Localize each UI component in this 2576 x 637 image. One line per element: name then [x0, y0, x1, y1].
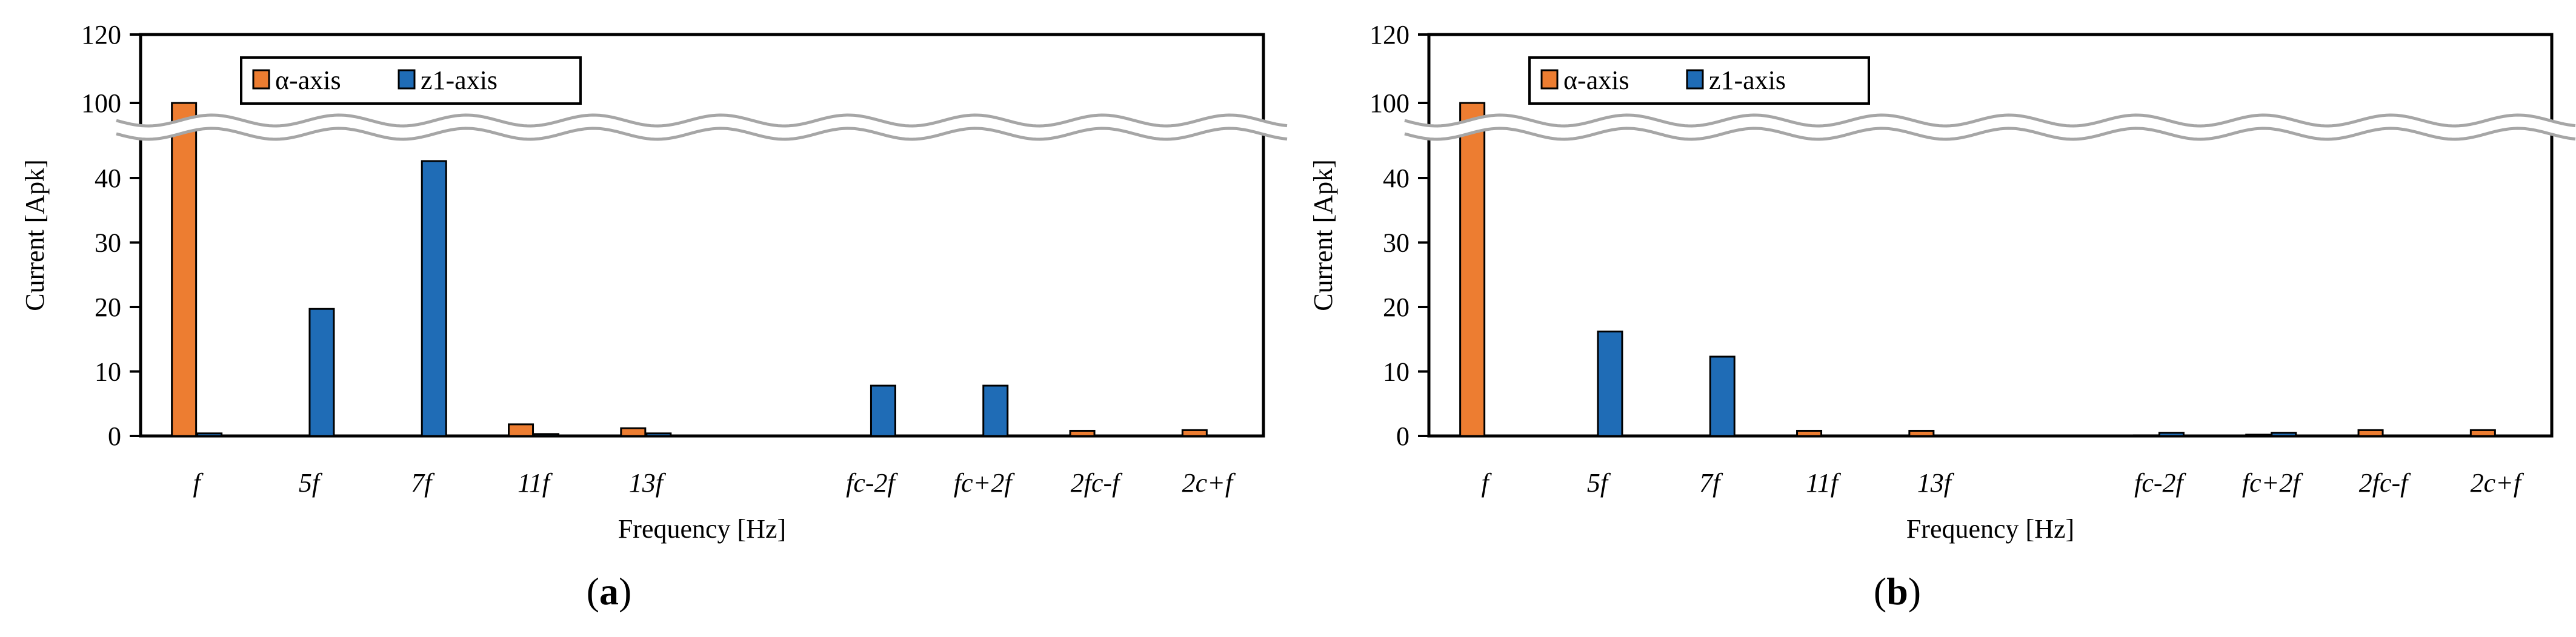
- y-tick-label: 10: [1383, 357, 1409, 387]
- x-tick-label: 13f: [1917, 468, 1955, 498]
- y-tick-label: 40: [95, 163, 121, 193]
- axis-break-band: [1405, 115, 2576, 139]
- y-tick-label: 40: [1383, 163, 1409, 193]
- bar-alpha-axis: [1069, 429, 1096, 437]
- bar-z1-axis: [2271, 432, 2297, 437]
- bar-z1-axis: [870, 385, 896, 437]
- y-tick-label: 30: [95, 228, 121, 258]
- bar-alpha-axis: [1459, 102, 1486, 437]
- chart-svg-a: 0 10 20 30 40 100 120 Current [Apk] f 5f 7f 11f 13f f…: [20, 20, 1288, 544]
- caption-a: (a): [586, 570, 632, 613]
- x-tick-label: fc+2f: [2242, 468, 2303, 498]
- x-tick-label: 5f: [1587, 468, 1611, 498]
- bar-alpha-axis: [2132, 434, 2159, 437]
- bar-alpha-axis: [508, 423, 534, 437]
- chart-panel-b: 0 10 20 30 40 100 120 Current [Apk] f 5f 7f 11f 13f f…: [1288, 0, 2576, 637]
- x-tick-label: f: [1482, 468, 1493, 498]
- legend-label-alpha: α-axis: [275, 65, 341, 95]
- y-tick-label: 20: [95, 292, 121, 322]
- legend-label-z1: z1-axis: [1709, 65, 1786, 95]
- chart-svg-b: 0 10 20 30 40 100 120 Current [Apk] f 5f 7f 11f 13f f…: [1308, 20, 2576, 544]
- bar-alpha-axis: [171, 102, 198, 437]
- y-tick-label: 120: [1370, 20, 1409, 50]
- y-tick-label: 100: [1370, 88, 1409, 118]
- y-tick-label: 10: [95, 357, 121, 387]
- bar-z1-axis: [982, 385, 1009, 437]
- caption-b: (b): [1873, 570, 1922, 613]
- x-tick-label: 5f: [299, 468, 323, 498]
- bar-alpha-axis: [2245, 434, 2272, 437]
- x-tick-label: 7f: [1699, 468, 1723, 498]
- legend: α-axis z1-axis: [1528, 56, 1870, 105]
- bar-alpha-axis: [1908, 429, 1935, 437]
- x-tick-label: 11f: [1806, 468, 1842, 498]
- y-tick-label: 20: [1383, 292, 1409, 322]
- x-tick-label: 2fc-f: [2359, 468, 2411, 498]
- y-tick-label: 120: [81, 20, 121, 50]
- bar-z1-axis: [533, 433, 560, 437]
- bar-z1-axis: [645, 432, 672, 437]
- y-axis-label: Current [Apk]: [20, 159, 50, 311]
- legend-swatch-alpha: [1540, 69, 1559, 90]
- y-tick-label: 30: [1383, 228, 1409, 258]
- x-tick-label: f: [193, 468, 204, 498]
- legend-swatch-z1: [1686, 69, 1704, 90]
- y-tick-label: 100: [81, 88, 121, 118]
- chart-panel-a: 0 10 20 30 40 100 120 Current [Apk] f 5f 7f 11f 13f f…: [20, 20, 1288, 613]
- bar-z1-axis: [1597, 330, 1623, 437]
- legend-swatch-z1: [398, 69, 416, 90]
- axis-break-line-lower: [116, 127, 1288, 141]
- x-tick-label: fc-2f: [846, 468, 898, 498]
- legend: α-axis z1-axis: [240, 56, 582, 105]
- plot-frame: [1427, 33, 2554, 438]
- legend-label-alpha: α-axis: [1563, 65, 1629, 95]
- y-tick-label: 0: [1396, 421, 1409, 451]
- y-tick-label: 0: [108, 421, 121, 451]
- x-tick-label: 2c+f: [2471, 468, 2524, 498]
- axis-break-line-upper: [1404, 113, 2576, 128]
- legend-label-z1: z1-axis: [421, 65, 498, 95]
- bar-z1-axis: [1709, 355, 1736, 437]
- bar-z1-axis: [308, 308, 335, 437]
- x-axis-label: Frequency [Hz]: [1906, 514, 2074, 544]
- x-tick-label: 7f: [411, 468, 435, 498]
- bar-alpha-axis: [1181, 429, 1208, 437]
- x-tick-label: 2fc-f: [1071, 468, 1123, 498]
- bar-z1-axis: [2158, 432, 2185, 437]
- axis-break-band: [116, 115, 1288, 139]
- x-tick-label: fc-2f: [2134, 468, 2186, 498]
- x-tick-label: 13f: [629, 468, 667, 498]
- bar-z1-axis: [196, 432, 223, 437]
- bar-alpha-axis: [620, 427, 647, 437]
- x-tick-label: 11f: [518, 468, 553, 498]
- axis-break-line-lower: [1404, 127, 2576, 141]
- bar-alpha-axis: [2357, 429, 2384, 437]
- bar-alpha-axis: [1796, 429, 1823, 437]
- axis-break-line-upper: [116, 113, 1288, 128]
- y-axis-label: Current [Apk]: [1308, 159, 1338, 311]
- plot-frame: [139, 33, 1265, 438]
- x-axis-label: Frequency [Hz]: [618, 514, 786, 544]
- bar-z1-axis: [421, 160, 447, 437]
- legend-swatch-alpha: [252, 69, 270, 90]
- bar-alpha-axis: [2469, 429, 2496, 437]
- x-tick-label: fc+2f: [954, 468, 1015, 498]
- x-tick-label: 2c+f: [1182, 468, 1236, 498]
